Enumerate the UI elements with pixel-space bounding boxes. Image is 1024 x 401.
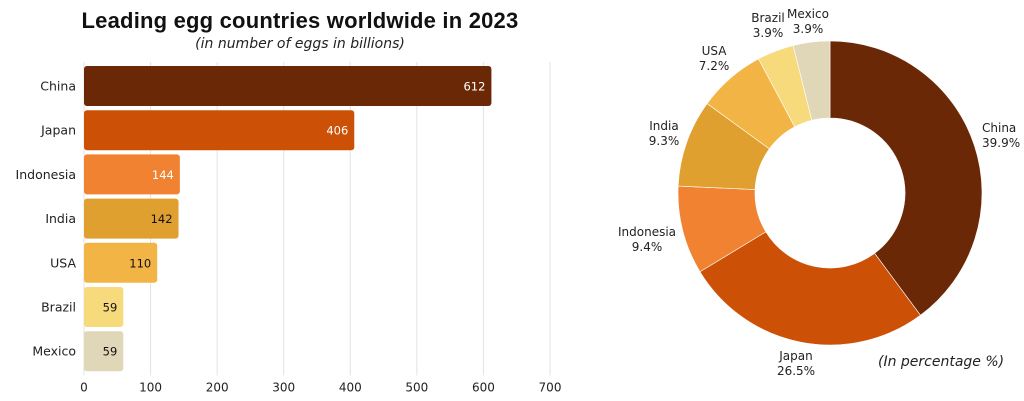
donut-note: (In percentage %) [878, 354, 1005, 370]
x-tick-label: 0 [80, 380, 88, 394]
chart-subtitle: (in number of eggs in billions) [195, 36, 405, 52]
slice-category-label: Mexico [787, 7, 829, 21]
slice-india [677, 103, 770, 190]
chart-title: Leading egg countries worldwide in 2023 [81, 8, 519, 33]
value-label: 612 [463, 80, 485, 94]
value-label: 59 [103, 345, 118, 359]
slice-percent-label: 26.5% [777, 364, 815, 378]
bar-india [84, 198, 179, 239]
slice-category-label: India [649, 119, 678, 133]
slice-category-label: Japan [778, 349, 812, 363]
bar-chart: ChinaJapanIndonesiaIndiaUSABrazilMexico … [16, 62, 562, 394]
category-label: USA [50, 255, 76, 270]
x-tick-label: 200 [206, 380, 229, 394]
category-label: China [40, 79, 76, 94]
bar-brazil [84, 287, 124, 327]
slice-category-label: USA [702, 44, 728, 58]
value-label: 142 [151, 212, 173, 226]
x-tick-label: 100 [139, 380, 162, 394]
category-label: Mexico [32, 344, 76, 359]
bar-china [84, 66, 492, 106]
slice-percent-label: 39.9% [982, 136, 1020, 150]
slice-percent-label: 3.9% [793, 22, 824, 36]
slice-brazil [758, 45, 813, 128]
x-tick-label: 400 [339, 380, 362, 394]
value-label: 110 [129, 256, 151, 270]
bar-usa [84, 242, 158, 283]
x-tick-label: 600 [472, 380, 495, 394]
category-label: Indonesia [16, 167, 76, 182]
bar-japan [84, 110, 355, 151]
slice-percent-label: 3.9% [753, 26, 784, 40]
value-label: 406 [326, 124, 348, 138]
bar-mexico [84, 331, 124, 372]
slice-category-label: Brazil [751, 11, 785, 25]
slice-percent-label: 7.2% [699, 59, 730, 73]
x-tick-label: 700 [539, 380, 562, 394]
slice-category-label: Indonesia [618, 225, 676, 239]
slice-mexico [792, 40, 831, 121]
slice-percent-label: 9.4% [632, 240, 663, 254]
slice-japan [699, 231, 921, 346]
slice-indonesia [677, 185, 767, 273]
value-label: 59 [103, 301, 118, 315]
x-tick-label: 500 [405, 380, 428, 394]
category-label: Japan [40, 123, 76, 138]
slice-category-label: China [982, 121, 1016, 135]
slice-china [829, 40, 983, 316]
x-tick-label: 300 [272, 380, 295, 394]
category-label: India [45, 211, 76, 226]
bar-indonesia [84, 154, 180, 195]
slice-usa [706, 58, 796, 150]
category-label: Brazil [41, 300, 76, 315]
slice-percent-label: 9.3% [649, 134, 680, 148]
value-label: 144 [152, 168, 174, 182]
